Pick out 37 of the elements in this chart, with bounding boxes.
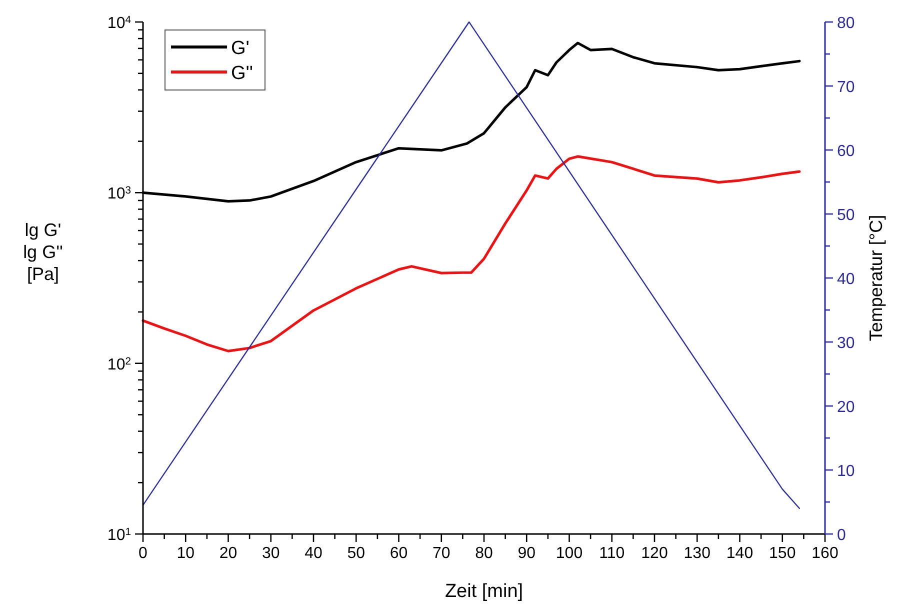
y2-tick-label: 60 — [837, 143, 855, 160]
x-tick-label: 70 — [432, 545, 450, 562]
y2-axis-title: Temperatur [°C] — [866, 214, 886, 342]
x-tick-label: 150 — [769, 545, 796, 562]
x-tick-label: 110 — [599, 545, 625, 562]
legend-label: G'' — [231, 63, 254, 84]
x-tick-label: 80 — [475, 545, 493, 562]
y-tick-label: 10$^{1}$ — [107, 526, 132, 544]
y-tick-label: 10$^{3}$ — [107, 185, 132, 203]
x-axis-title: Zeit [min] — [444, 581, 524, 602]
x-tick-label: 90 — [518, 545, 536, 562]
x-tick-label: 40 — [304, 545, 322, 562]
x-tick-label: 140 — [726, 545, 754, 562]
x-tick-label: 60 — [390, 545, 408, 562]
y2-tick-label: 50 — [837, 207, 855, 224]
x-tick-label: 30 — [262, 545, 280, 562]
y-tick-label: 10$^{2}$ — [107, 356, 132, 374]
y2-tick-label: 0 — [837, 527, 846, 544]
line-series — [142, 155, 801, 352]
legend-label: G' — [231, 38, 250, 59]
y-tick-label: 10$^{4}$ — [107, 14, 132, 32]
y2-tick-label: 40 — [837, 271, 855, 288]
y2-tick-label: 20 — [837, 399, 855, 416]
x-tick-label: 120 — [641, 545, 668, 562]
x-tick-label: 10 — [176, 545, 195, 562]
y2-tick-label: 80 — [837, 15, 855, 32]
x-tick-label: 130 — [684, 545, 711, 562]
x-tick-label: 20 — [219, 545, 238, 562]
x-tick-label: 160 — [812, 545, 838, 562]
line-series — [142, 21, 800, 509]
x-tick-label: 50 — [347, 545, 366, 562]
y2-tick-label: 30 — [837, 335, 855, 352]
x-tick-label: 0 — [138, 545, 148, 562]
y-axis-title: lg G' lg G'' [Pa] — [23, 220, 63, 284]
x-tick-label: 100 — [556, 545, 583, 562]
y2-tick-label: 10 — [837, 463, 855, 480]
y2-tick-label: 70 — [837, 79, 855, 96]
